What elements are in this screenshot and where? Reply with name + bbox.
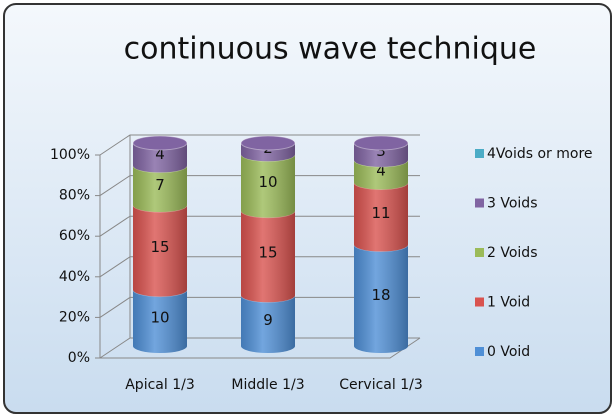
legend-label: 2 Voids (487, 245, 537, 261)
data-label: 15 (150, 238, 169, 256)
data-label: 9 (263, 311, 273, 329)
data-label: 11 (371, 204, 390, 222)
legend-swatch (475, 297, 484, 307)
grid-line (99, 337, 420, 359)
data-label: 18 (371, 286, 390, 304)
data-label: 4 (376, 162, 386, 180)
bar-shade (133, 289, 187, 353)
bar-shade (133, 143, 187, 173)
grid-line (99, 256, 420, 278)
y-tick-label: 20% (59, 309, 90, 325)
bar-top (132, 135, 188, 151)
data-label: 7 (155, 176, 165, 194)
data-label: 15 (258, 243, 277, 261)
grid-line (99, 215, 420, 237)
legend-swatch (475, 149, 484, 158)
grid-line (99, 296, 420, 318)
floor (100, 337, 421, 359)
y-tick-label: 100% (50, 147, 90, 163)
legend-swatch (475, 198, 484, 208)
data-label: 3 (376, 142, 386, 160)
data-label: 10 (258, 173, 277, 191)
x-tick-label: Middle 1/3 (231, 377, 304, 393)
bar-shade (133, 165, 187, 213)
legend-label: 3 Voids (487, 196, 537, 212)
bar-top (353, 135, 409, 151)
y-tick-label: 40% (59, 269, 90, 285)
x-tick-label: Cervical 1/3 (339, 377, 422, 393)
grid-line (99, 175, 420, 197)
bar-shade (241, 295, 295, 353)
y-tick-label: 80% (59, 188, 90, 204)
data-label: 4 (155, 145, 165, 163)
legend-label: 0 Void (487, 344, 530, 360)
bar-shade (354, 159, 408, 190)
bar-shade (354, 244, 408, 353)
chart-title: continuous wave technique (124, 32, 537, 67)
x-tick-label: Apical 1/3 (125, 377, 195, 393)
legend-swatch (475, 347, 484, 356)
bar-top (240, 135, 296, 151)
bar-shade (241, 210, 295, 303)
bar-shade (354, 182, 408, 252)
legend-label: 1 Void (487, 295, 530, 311)
legend-label: 4Voids or more (487, 146, 593, 162)
bar-shade (133, 205, 187, 297)
y-tick-label: 0% (68, 350, 90, 366)
grid-line (99, 134, 420, 156)
bar-shade (241, 154, 295, 218)
legend-swatch (475, 248, 484, 257)
y-tick-label: 60% (59, 228, 90, 244)
data-label: 10 (150, 308, 169, 326)
